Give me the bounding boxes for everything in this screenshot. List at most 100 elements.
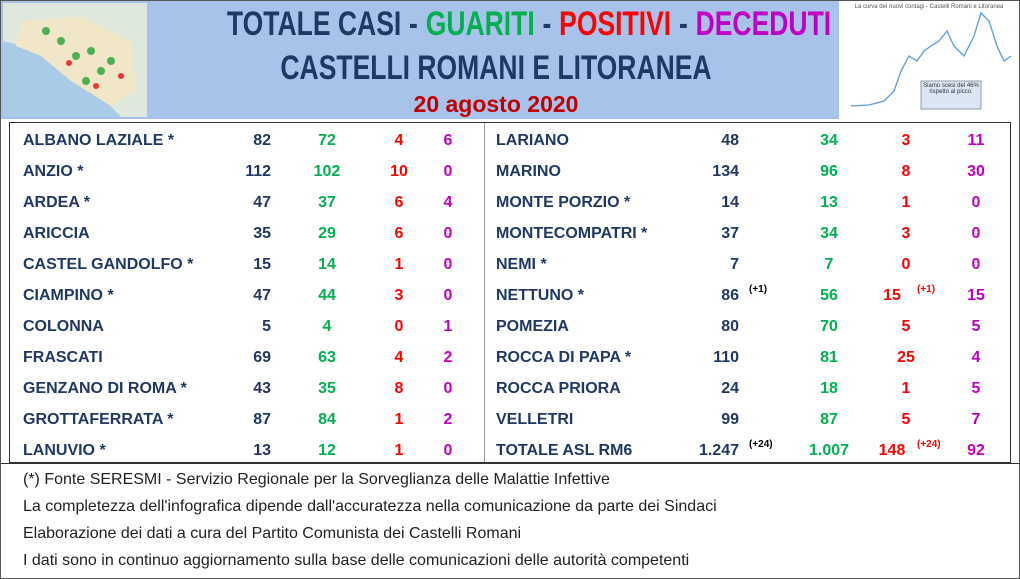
positive: 15: [883, 287, 901, 304]
deceased: 7: [971, 411, 981, 428]
positive-delta: (+1): [917, 284, 936, 295]
municipality: GROTTAFERRATA *: [23, 411, 174, 428]
title-part: POSITIVI: [559, 5, 672, 43]
deceased: 0: [971, 256, 981, 273]
municipality: CIAMPINO *: [23, 287, 114, 304]
municipality: GENZANO DI ROMA *: [23, 380, 187, 397]
total-cases: 37: [721, 225, 739, 242]
footnote: (*) Fonte SERESMI - Servizio Regionale p…: [23, 471, 610, 488]
recovered: 63: [318, 349, 336, 366]
total-cases: 69: [253, 349, 271, 366]
positive: 8: [394, 380, 404, 397]
deceased: 30: [967, 163, 985, 180]
municipality: NETTUNO *: [496, 287, 584, 304]
total-cases: 47: [253, 194, 271, 211]
deceased: 2: [443, 411, 453, 428]
deceased: 2: [443, 349, 453, 366]
total-cases: 47: [253, 287, 271, 304]
footnote: Elaborazione dei dati a cura del Partito…: [23, 525, 522, 542]
deceased: 4: [971, 349, 981, 366]
positive: 5: [901, 318, 911, 335]
total-cases: 13: [253, 442, 271, 459]
total-cases: 134: [712, 163, 739, 180]
positive: 1: [394, 411, 404, 428]
positive: 1: [394, 442, 404, 459]
title-separator: -: [678, 5, 688, 43]
positive: 4: [394, 132, 404, 149]
total-cases: 110: [713, 349, 739, 366]
municipality: COLONNA: [23, 318, 104, 335]
positive: 1: [394, 256, 404, 273]
recovered: 70: [820, 318, 838, 335]
municipality: CASTEL GANDOLFO *: [23, 256, 194, 273]
subtitle: CASTELLI ROMANI E LITORANEA: [280, 49, 712, 87]
recovered: 7: [824, 256, 834, 273]
recovered: 34: [820, 225, 838, 242]
total-cases: 14: [721, 194, 739, 211]
thumbnail-title: La curva dei nuovi contagi - Castelli Ro…: [854, 4, 1004, 10]
positive: 1: [901, 194, 911, 211]
total-cases: 80: [721, 318, 739, 335]
municipality: LARIANO: [496, 132, 569, 149]
positive: 6: [394, 225, 404, 242]
positive: 8: [901, 163, 911, 180]
title-part: DECEDUTI: [695, 5, 832, 43]
recovered: 34: [820, 132, 838, 149]
municipality: MONTE PORZIO *: [496, 194, 631, 211]
municipality: ARDEA *: [23, 194, 90, 211]
recovered: 1.007: [808, 442, 850, 459]
deceased: 0: [971, 194, 981, 211]
recovered: 37: [318, 194, 336, 211]
table-frame: [9, 122, 1011, 463]
municipality: ANZIO *: [23, 163, 84, 180]
municipality: POMEZIA: [496, 318, 569, 335]
total-delta: (+1): [749, 284, 768, 295]
recovered: 72: [318, 132, 336, 149]
title-separator: -: [409, 5, 418, 43]
deceased: 0: [443, 287, 453, 304]
recovered: 44: [318, 287, 336, 304]
municipality: LANUVIO *: [23, 442, 106, 459]
deceased: 1: [443, 318, 453, 335]
total-cases: 82: [253, 132, 271, 149]
deceased: 92: [967, 442, 985, 459]
municipality: ALBANO LAZIALE *: [23, 132, 175, 149]
deceased: 0: [443, 256, 453, 273]
deceased: 0: [971, 225, 981, 242]
deceased: 6: [443, 132, 453, 149]
recovered: 14: [318, 256, 336, 273]
deceased: 5: [971, 318, 981, 335]
title: TOTALE CASI - GUARITI - POSITIVI - DECEDUTI: [226, 5, 831, 43]
total-cases: 43: [253, 380, 271, 397]
recovered: 13: [820, 194, 838, 211]
municipality: ARICCIA: [23, 225, 90, 242]
recovered: 4: [322, 318, 332, 335]
thumbnail-note: Siamo scesi del 46% rispetto al picco.: [923, 83, 979, 95]
recovered: 56: [820, 287, 838, 304]
positive: 6: [394, 194, 404, 211]
positive: 10: [390, 163, 408, 180]
positive: 1: [901, 380, 911, 397]
positive: 5: [901, 411, 911, 428]
municipality: TOTALE ASL RM6: [496, 442, 633, 459]
recovered: 87: [820, 411, 838, 428]
municipality: MONTECOMPATRI *: [496, 225, 648, 242]
footer-rule: [1, 463, 1019, 464]
title-part: TOTALE CASI: [226, 5, 402, 43]
municipality: ROCCA DI PAPA *: [496, 349, 632, 366]
total-cases: 24: [721, 380, 739, 397]
total-cases: 1.247: [698, 442, 739, 459]
positive: 3: [394, 287, 404, 304]
positive: 3: [901, 132, 911, 149]
total-cases: 86: [721, 287, 739, 304]
deceased: 5: [971, 380, 981, 397]
total-cases: 15: [253, 256, 271, 273]
deceased: 0: [443, 380, 453, 397]
recovered: 29: [318, 225, 336, 242]
footnote: I dati sono in continuo aggiornamento su…: [23, 552, 690, 569]
positive: 0: [901, 256, 911, 273]
deceased: 11: [967, 132, 985, 149]
recovered: 96: [820, 163, 838, 180]
municipality: NEMI *: [496, 256, 547, 273]
